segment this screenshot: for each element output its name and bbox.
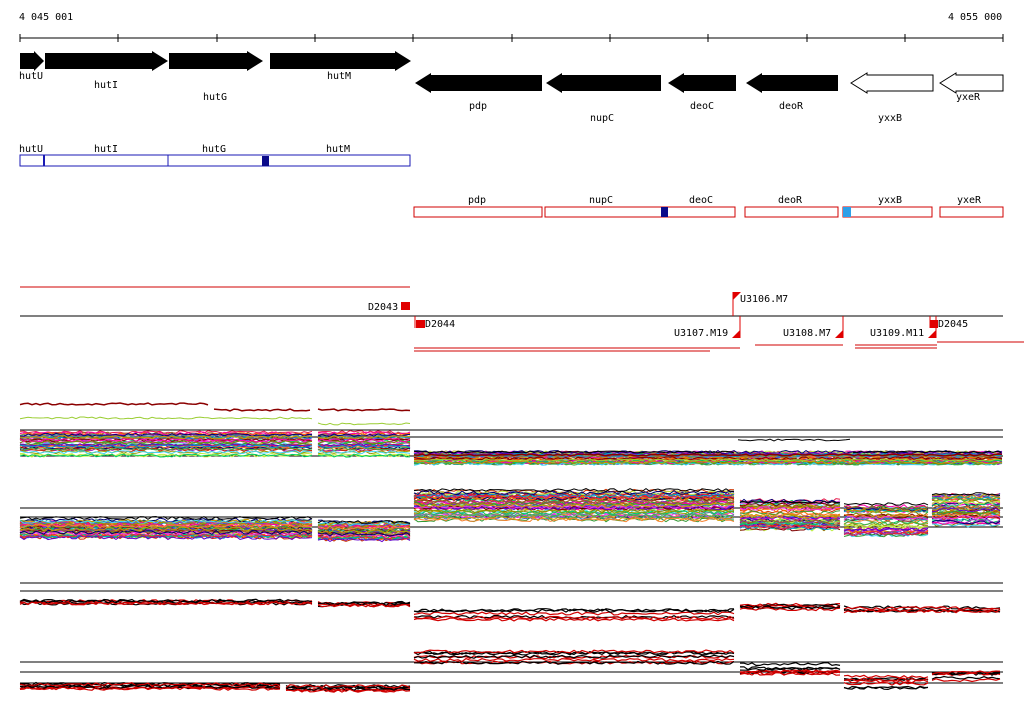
profile-trace — [19, 649, 1001, 689]
gene-label-hutG: hutG — [203, 92, 227, 103]
segment-marker-D2044[interactable]: D2044 — [414, 316, 455, 330]
forward-label-hutI: hutI — [94, 144, 118, 155]
gene-arrow-yxxB[interactable] — [850, 72, 934, 94]
gene-label-hutI: hutI — [94, 80, 118, 91]
profile-trace — [19, 494, 1001, 540]
forward-label-hutM: hutM — [326, 144, 350, 155]
gene-arrow-deoC[interactable] — [668, 73, 736, 93]
gene-label-yxeR: yxeR — [956, 92, 981, 103]
segment-label-U3108: U3108.M7 — [783, 328, 831, 339]
transcript-box-yxxB[interactable] — [842, 206, 933, 218]
reverse-label-deoC: deoC — [689, 195, 713, 206]
gene-arrow-nupC[interactable] — [546, 73, 661, 93]
transcript-box-deoR[interactable] — [744, 206, 839, 218]
transcript-box-pdp[interactable] — [413, 206, 543, 218]
profile-trace — [19, 487, 1001, 524]
profile-trace — [19, 503, 1001, 528]
reverse-marker-dark — [661, 207, 668, 217]
segment-marker-U3108[interactable]: U3108.M7 — [783, 316, 844, 339]
gene-label-hutM: hutM — [327, 71, 351, 82]
segment-marker-D2043[interactable]: D2043 — [368, 302, 410, 313]
segment-label-D2045: D2045 — [938, 319, 968, 330]
profile-trace — [19, 599, 1001, 613]
coordinate-ruler — [19, 34, 1004, 42]
gene-label-nupC: nupC — [590, 113, 614, 124]
gene-label-hutU: hutU — [19, 71, 43, 82]
forward-label-hutG: hutG — [202, 144, 226, 155]
profile-trace-top — [19, 402, 1003, 457]
profile-trace — [413, 438, 1002, 454]
forward-label-hutU: hutU — [19, 144, 43, 155]
expression-panel-1 — [19, 402, 1003, 466]
ruler-end-label: 4 055 000 — [948, 12, 1003, 23]
profile-trace — [19, 416, 1003, 462]
gene-arrow-yxeR[interactable] — [939, 72, 1004, 94]
gene-label-deoC: deoC — [690, 101, 714, 112]
expression-panel-4 — [19, 649, 1003, 693]
transcript-box-nupC-deoC[interactable] — [544, 206, 736, 218]
segment-marker-U3109[interactable]: U3109.M11 — [870, 316, 937, 339]
profile-trace — [19, 490, 1001, 537]
ruler-start-label: 4 045 001 — [19, 12, 74, 23]
segment-label-U3109: U3109.M11 — [870, 328, 924, 339]
segment-label-D2044: D2044 — [425, 319, 455, 330]
reverse-label-yxxB: yxxB — [878, 195, 902, 206]
gene-label-deoR: deoR — [779, 101, 804, 112]
gene-label-yxxB: yxxB — [878, 113, 902, 124]
forward-transcript-track: hutU hutI hutG hutM — [19, 144, 411, 167]
segment-label-D2043: D2043 — [368, 302, 398, 313]
segment-label-U3106: U3106.M7 — [740, 294, 788, 305]
expression-panel-2 — [19, 487, 1003, 543]
profile-trace — [19, 435, 1003, 465]
gene-label-pdp: pdp — [469, 101, 487, 112]
reverse-label-pdp: pdp — [468, 195, 486, 206]
profile-trace — [19, 508, 1001, 529]
profile-trace — [19, 598, 1001, 613]
segment-label-U3107: U3107.M19 — [674, 328, 728, 339]
profile-trace — [19, 493, 1001, 534]
segment-marker-U3106[interactable]: U3106.M7 — [732, 292, 788, 316]
segment-marker-D2045[interactable]: D2045 — [929, 316, 968, 330]
reverse-label-nupC: nupC — [589, 195, 613, 206]
gene-arrow-hutM[interactable] — [270, 51, 411, 71]
segment-marker-U3107[interactable]: U3107.M19 — [674, 316, 741, 339]
reverse-transcript-track: pdp nupC deoC deoR yxxB yxeR — [413, 195, 1004, 218]
gene-arrow-hutG[interactable] — [169, 51, 263, 71]
expression-panel-3 — [19, 582, 1003, 622]
forward-marker — [262, 156, 269, 166]
segmentation-track: D2043 D2044 U3106.M7 U3107.M19 U3108.M7 — [20, 286, 1024, 352]
profile-trace — [19, 601, 1001, 622]
gene-arrow-hutI[interactable] — [45, 51, 168, 71]
gene-arrow-hutU[interactable] — [20, 51, 44, 71]
profile-trace — [19, 512, 1001, 531]
transcript-box-yxeR[interactable] — [939, 206, 1004, 218]
reverse-label-deoR: deoR — [778, 195, 803, 206]
gene-arrow-deoR[interactable] — [746, 73, 838, 93]
transcript-box-forward[interactable] — [19, 154, 411, 167]
reverse-marker-light — [843, 207, 851, 217]
profile-trace — [19, 505, 1001, 543]
reverse-label-yxeR: yxeR — [957, 195, 982, 206]
gene-arrow-pdp[interactable] — [415, 73, 542, 93]
gene-annotation-track: hutU hutI hutG hutM pdp nupC deoC deoR y… — [19, 51, 1004, 124]
profile-trace — [19, 657, 1001, 693]
